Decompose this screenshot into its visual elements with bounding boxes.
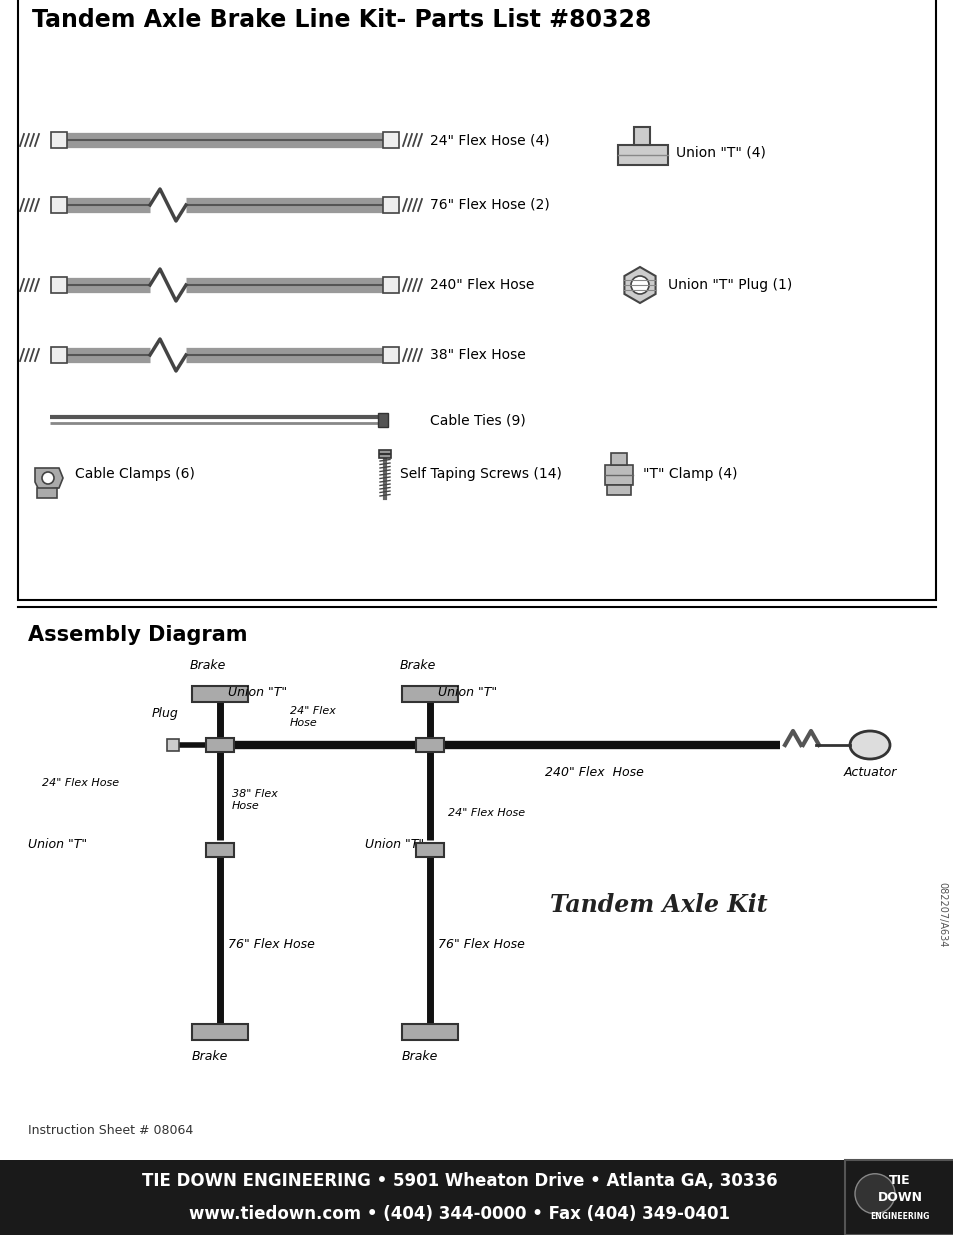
Text: Assembly Diagram: Assembly Diagram (28, 625, 247, 645)
Circle shape (42, 472, 54, 484)
Bar (416, 739, 443, 752)
Text: TIE DOWN ENGINEERING • 5901 Wheaton Drive • Atlanta GA, 30336: TIE DOWN ENGINEERING • 5901 Wheaton Driv… (142, 1172, 777, 1191)
Ellipse shape (849, 731, 889, 760)
Text: Union "T": Union "T" (437, 687, 497, 699)
Text: 24" Flex Hose: 24" Flex Hose (448, 808, 524, 818)
Text: Tandem Axle Kit: Tandem Axle Kit (550, 893, 767, 918)
Text: 76" Flex Hose: 76" Flex Hose (437, 939, 524, 951)
Text: ENGINEERING: ENGINEERING (869, 1212, 929, 1220)
Text: 76" Flex Hose (2): 76" Flex Hose (2) (430, 198, 549, 212)
Bar (634, 127, 649, 144)
Text: DOWN: DOWN (877, 1191, 922, 1204)
Bar (618, 144, 667, 165)
Text: 082207/A634: 082207/A634 (936, 882, 946, 947)
Text: 24" Flex Hose: 24" Flex Hose (42, 778, 119, 788)
Text: Brake: Brake (399, 659, 436, 672)
Bar (382, 198, 398, 212)
Text: 24" Flex
Hose: 24" Flex Hose (290, 706, 335, 727)
Text: 240" Flex  Hose: 240" Flex Hose (544, 767, 643, 779)
Text: www.tiedown.com • (404) 344-0000 • Fax (404) 349-0401: www.tiedown.com • (404) 344-0000 • Fax (… (190, 1205, 730, 1223)
Text: 76" Flex Hose: 76" Flex Hose (228, 939, 314, 951)
Polygon shape (624, 267, 655, 303)
Bar (18, 0, 935, 600)
Bar (604, 466, 633, 485)
Bar (610, 453, 626, 466)
Text: Cable Ties (9): Cable Ties (9) (430, 412, 525, 427)
Text: Plug: Plug (152, 706, 178, 720)
Bar (51, 347, 67, 363)
Bar (51, 198, 67, 212)
Bar (382, 132, 398, 148)
Text: Brake: Brake (192, 1050, 228, 1062)
Text: Union "T": Union "T" (28, 839, 87, 851)
Bar (606, 485, 630, 495)
Text: TIE: TIE (888, 1174, 910, 1188)
Bar (192, 685, 248, 701)
Bar (51, 132, 67, 148)
Text: Brake: Brake (401, 1050, 438, 1062)
Circle shape (630, 275, 648, 294)
Bar (51, 277, 67, 293)
Text: Tandem Axle Brake Line Kit- Parts List #80328: Tandem Axle Brake Line Kit- Parts List #… (32, 7, 651, 32)
Text: Union "T" (4): Union "T" (4) (676, 146, 765, 161)
Bar (382, 277, 398, 293)
Circle shape (854, 1173, 894, 1214)
Text: Union "T": Union "T" (365, 839, 424, 851)
Bar (377, 412, 388, 427)
Bar (401, 1024, 457, 1040)
Text: Self Taping Screws (14): Self Taping Screws (14) (399, 467, 561, 480)
Bar (206, 739, 233, 752)
Bar (378, 450, 391, 458)
Text: 38" Flex
Hose: 38" Flex Hose (232, 789, 277, 811)
Bar (844, 1160, 953, 1235)
Bar (206, 844, 233, 857)
Text: 24" Flex Hose (4): 24" Flex Hose (4) (430, 133, 549, 147)
Bar (192, 1024, 248, 1040)
Bar (382, 347, 398, 363)
Text: Instruction Sheet # 08064: Instruction Sheet # 08064 (28, 1124, 193, 1136)
Polygon shape (35, 468, 63, 490)
Text: Union "T": Union "T" (228, 687, 287, 699)
Text: 38" Flex Hose: 38" Flex Hose (430, 348, 525, 362)
Text: 240" Flex Hose: 240" Flex Hose (430, 278, 534, 291)
Text: Union "T" Plug (1): Union "T" Plug (1) (667, 278, 791, 291)
Text: Cable Clamps (6): Cable Clamps (6) (75, 467, 194, 480)
Text: Actuator: Actuator (842, 767, 896, 779)
Text: "T" Clamp (4): "T" Clamp (4) (642, 467, 737, 480)
Bar (416, 844, 443, 857)
Text: Brake: Brake (190, 659, 226, 672)
Bar (401, 685, 457, 701)
Bar (37, 488, 57, 498)
Bar (167, 739, 179, 751)
Bar (0, 1160, 953, 1235)
